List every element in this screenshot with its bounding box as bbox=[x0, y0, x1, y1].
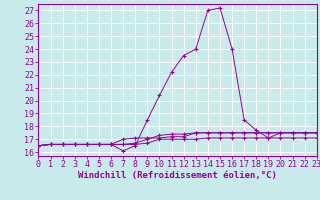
X-axis label: Windchill (Refroidissement éolien,°C): Windchill (Refroidissement éolien,°C) bbox=[78, 171, 277, 180]
